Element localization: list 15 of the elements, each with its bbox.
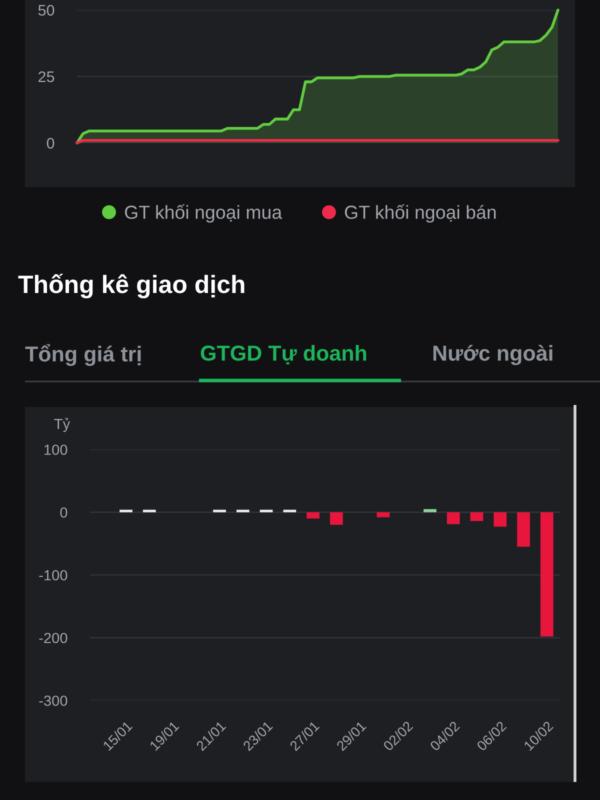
y-tick-label: 0: [60, 507, 68, 518]
chart-subtitle: GTGD Tự doanh: [200, 344, 366, 364]
legend-label: GT khối ngoại mua: [124, 204, 282, 223]
chart-title: Thống kê giao dịch: [18, 274, 244, 298]
y-tick-label: 0: [46, 138, 54, 149]
legend-label: GT khối ngoại bán: [344, 204, 496, 223]
y-tick-label: 100: [44, 444, 68, 455]
text: Nước ngoài: [433, 344, 552, 366]
y-tick-label: -100: [39, 570, 68, 580]
y-tick-label: -200: [39, 632, 68, 644]
y-axis-title: Tỷ: [54, 418, 70, 432]
y-tick-label: -300: [39, 696, 68, 706]
y-tick-label: 50: [38, 4, 54, 16]
text: Tổng giá trị: [25, 344, 141, 366]
y-tick-label: 25: [38, 71, 54, 82]
